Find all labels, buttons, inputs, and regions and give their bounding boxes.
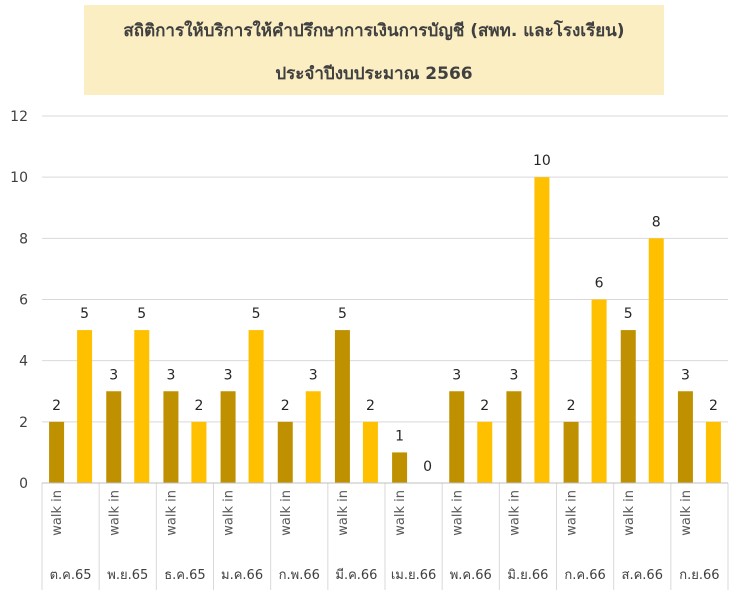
y-tick-label: 6 <box>19 293 28 309</box>
bar <box>677 391 693 483</box>
bar <box>277 421 293 483</box>
data-label: 3 <box>509 367 518 383</box>
data-label: 2 <box>281 398 290 414</box>
category-label: ต.ค.65 <box>50 568 92 583</box>
category-label: ก.ย.66 <box>679 568 719 583</box>
bar <box>49 421 65 483</box>
subcategory-label: walk in <box>164 490 179 536</box>
bar <box>362 421 378 483</box>
subcategory-label: walk in <box>622 490 637 536</box>
data-label: 10 <box>533 153 551 169</box>
data-label: 3 <box>452 367 461 383</box>
data-label: 5 <box>338 306 347 322</box>
bar <box>248 330 264 483</box>
category-label: พ.ย.65 <box>107 568 148 583</box>
bar <box>106 391 122 483</box>
chart-subtitle: ประจำปีงบประมาณ 2566 <box>275 64 473 84</box>
subcategory-label: walk in <box>222 490 237 536</box>
data-label: 3 <box>309 367 318 383</box>
bar <box>705 421 721 483</box>
bar <box>77 330 93 483</box>
y-tick-label: 10 <box>10 170 28 186</box>
data-label: 5 <box>80 306 89 322</box>
data-label: 1 <box>395 428 404 444</box>
bar <box>563 421 579 483</box>
bar <box>334 330 350 483</box>
subcategory-label: walk in <box>107 490 122 536</box>
subcategory-label: walk in <box>393 490 408 536</box>
subcategory-label: walk in <box>279 490 294 536</box>
chart-title-box: สถิติการให้บริการให้คำปรึกษาการเงินการบั… <box>84 5 664 95</box>
bar <box>534 177 550 483</box>
category-label: ม.ค.66 <box>221 568 263 583</box>
category-label: พ.ค.66 <box>450 568 492 583</box>
data-label: 8 <box>652 214 661 230</box>
category-label: ธ.ค.65 <box>164 568 205 583</box>
data-label: 3 <box>224 367 233 383</box>
data-label: 0 <box>423 459 432 475</box>
subcategory-label: walk in <box>565 490 580 536</box>
bar <box>506 391 522 483</box>
data-label: 5 <box>137 306 146 322</box>
y-tick-label: 0 <box>19 476 28 492</box>
subcategory-label: walk in <box>450 490 465 536</box>
category-label: มิ.ย.66 <box>507 568 548 583</box>
bar <box>163 391 179 483</box>
data-label: 2 <box>567 398 576 414</box>
category-label: ส.ค.66 <box>622 568 663 583</box>
y-tick-label: 8 <box>19 231 28 247</box>
category-label: ก.พ.66 <box>279 568 320 583</box>
data-label: 3 <box>109 367 118 383</box>
bar <box>191 421 207 483</box>
bar <box>477 421 493 483</box>
subcategory-label: walk in <box>507 490 522 536</box>
data-label: 3 <box>681 367 690 383</box>
data-label: 2 <box>480 398 489 414</box>
bar <box>620 330 636 483</box>
subcategory-label: walk in <box>336 490 351 536</box>
category-label: เม.ย.66 <box>391 568 436 583</box>
bar <box>134 330 150 483</box>
data-label: 2 <box>52 398 61 414</box>
data-label: 5 <box>252 306 261 322</box>
bar <box>449 391 465 483</box>
category-label: ก.ค.66 <box>564 568 605 583</box>
bar <box>591 299 607 483</box>
bar <box>305 391 321 483</box>
data-label: 2 <box>194 398 203 414</box>
data-label: 2 <box>709 398 718 414</box>
y-tick-label: 12 <box>10 109 28 125</box>
subcategory-label: walk in <box>50 490 65 536</box>
data-label: 3 <box>166 367 175 383</box>
y-tick-label: 4 <box>19 354 28 370</box>
y-tick-label: 2 <box>19 415 28 431</box>
category-label: มี.ค.66 <box>335 567 377 583</box>
data-label: 2 <box>366 398 375 414</box>
data-label: 5 <box>624 306 633 322</box>
subcategory-label: walk in <box>679 490 694 536</box>
bar <box>220 391 236 483</box>
data-label: 6 <box>595 276 604 292</box>
chart-title: สถิติการให้บริการให้คำปรึกษาการเงินการบั… <box>123 21 625 41</box>
bar <box>392 452 408 483</box>
bar <box>648 238 664 483</box>
